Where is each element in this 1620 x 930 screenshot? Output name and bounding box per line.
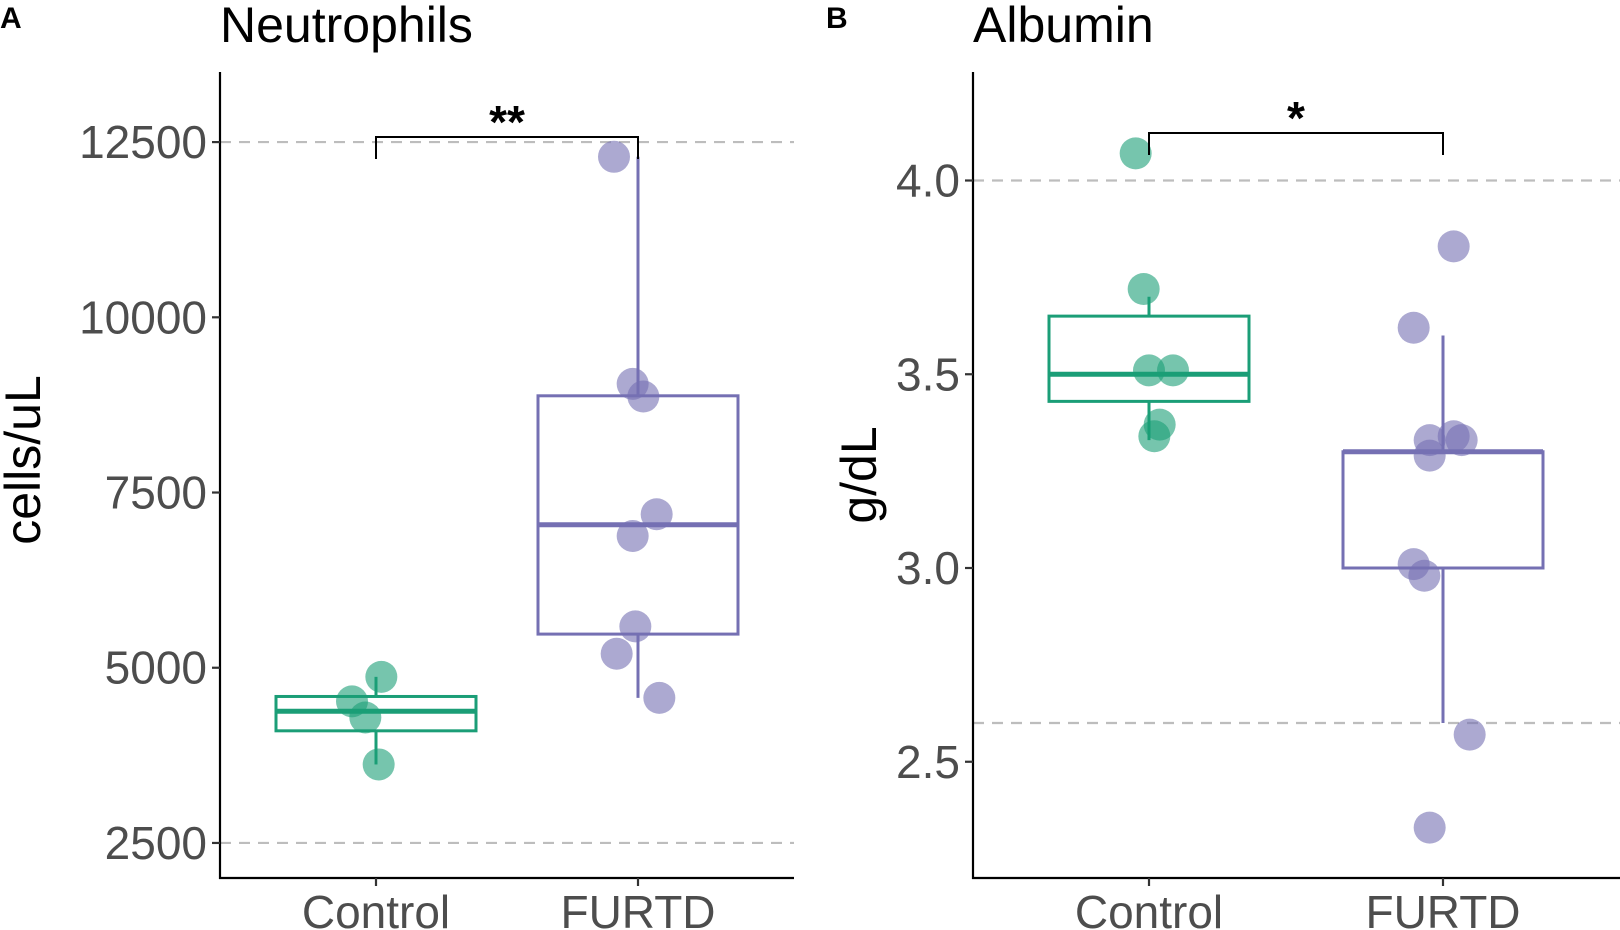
- panel-title-neutrophils: Neutrophils: [220, 0, 473, 53]
- y-tick-label: 3.5: [896, 348, 960, 400]
- panel-albumin: B Albumin g/dL 2.5 3.0 3.5 4.0 Control FURTD *: [826, 0, 1620, 930]
- data-point: [616, 519, 649, 552]
- y-axis-label-albumin: g/dL: [831, 426, 887, 523]
- significance-bracket: [375, 136, 639, 160]
- y-tick-label: 2.5: [896, 736, 960, 788]
- y-tick-label: 4.0: [896, 155, 960, 207]
- data-point: [1437, 230, 1470, 263]
- y-tick-label: 2500: [105, 817, 207, 869]
- significance-label: *: [1287, 92, 1305, 144]
- data-point: [1127, 273, 1160, 305]
- data-point: [1397, 311, 1430, 344]
- panel-letter-b: B: [826, 2, 848, 35]
- y-tick-label: 5000: [105, 642, 207, 694]
- panel-neutrophils: A Neutrophils cells/uL 2500 5000 7500 10000…: [0, 0, 794, 930]
- x-tick-label: Control: [1075, 886, 1223, 930]
- data-point: [1408, 559, 1441, 592]
- box-iqr: [536, 394, 740, 636]
- data-point: [1413, 439, 1446, 472]
- data-point: [349, 701, 382, 734]
- box-iqr: [1341, 450, 1545, 570]
- data-points: [336, 140, 676, 781]
- data-point: [640, 498, 673, 531]
- significance-label: **: [489, 96, 525, 148]
- x-tick-label: Control: [302, 886, 450, 930]
- data-point: [1138, 420, 1171, 453]
- data-point: [600, 637, 633, 670]
- panel-letter-a: A: [0, 2, 22, 35]
- data-point: [1133, 354, 1165, 387]
- y-tick-label: 3.0: [896, 542, 960, 594]
- x-tick-label: FURTD: [560, 886, 715, 930]
- data-point: [619, 610, 652, 643]
- box-iqr: [1047, 314, 1251, 403]
- y-tick-label: 12500: [79, 116, 207, 168]
- data-point: [1413, 811, 1446, 844]
- data-points: [1119, 137, 1486, 844]
- data-point: [1157, 354, 1189, 387]
- data-point: [365, 660, 398, 693]
- data-point: [598, 140, 630, 173]
- x-tick-label: FURTD: [1365, 886, 1520, 930]
- data-point: [362, 748, 395, 781]
- y-axis-label-neutrophils: cells/uL: [0, 375, 51, 545]
- data-point: [1453, 718, 1486, 751]
- data-point: [1119, 137, 1152, 170]
- significance-bracket: [1148, 132, 1444, 155]
- data-point: [627, 380, 660, 413]
- y-tick-label: 7500: [105, 467, 207, 519]
- box-furtd: [1341, 335, 1545, 723]
- y-tick-label: 10000: [79, 291, 207, 343]
- data-point: [1445, 424, 1478, 457]
- data-point: [643, 681, 676, 714]
- panel-title-albumin: Albumin: [973, 0, 1154, 53]
